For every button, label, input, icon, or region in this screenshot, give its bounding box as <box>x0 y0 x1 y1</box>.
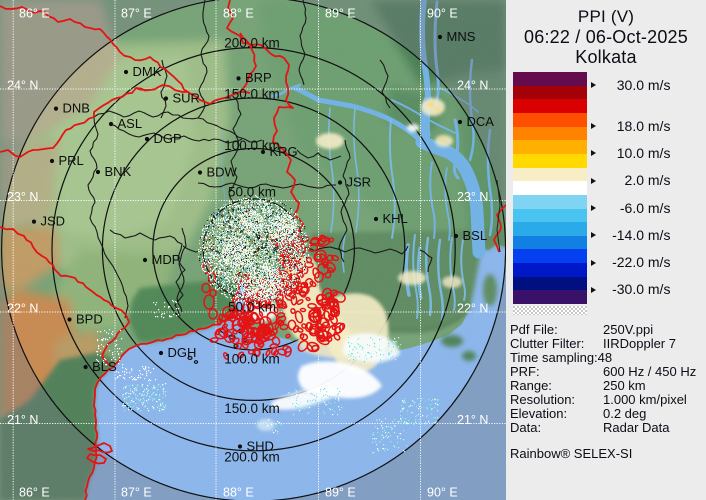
svg-text:DMK: DMK <box>133 64 162 79</box>
svg-text:24° N: 24° N <box>7 79 38 93</box>
svg-text:150.0 km: 150.0 km <box>224 401 280 416</box>
svg-text:87° E: 87° E <box>121 7 152 21</box>
svg-text:90° E: 90° E <box>427 486 458 500</box>
svg-text:88° E: 88° E <box>223 7 254 21</box>
svg-text:KHL: KHL <box>383 211 408 226</box>
svg-text:BNK: BNK <box>105 164 132 179</box>
svg-text:BDW: BDW <box>207 164 238 179</box>
svg-text:50.0 km: 50.0 km <box>228 185 276 200</box>
svg-text:86° E: 86° E <box>19 7 50 21</box>
svg-text:22° N: 22° N <box>7 302 38 316</box>
svg-text:87° E: 87° E <box>121 486 152 500</box>
svg-text:88° E: 88° E <box>223 486 254 500</box>
svg-text:ASL: ASL <box>118 116 143 131</box>
svg-text:BPD: BPD <box>76 311 103 326</box>
svg-text:21° N: 21° N <box>457 413 488 427</box>
svg-text:90° E: 90° E <box>427 7 458 21</box>
svg-text:23° N: 23° N <box>457 190 488 204</box>
svg-text:KRG: KRG <box>270 144 298 159</box>
svg-text:50.0 km: 50.0 km <box>228 300 276 315</box>
svg-text:23° N: 23° N <box>7 190 38 204</box>
svg-text:MNS: MNS <box>447 29 476 44</box>
svg-text:DGP: DGP <box>154 131 182 146</box>
svg-text:100.0 km: 100.0 km <box>224 352 280 367</box>
svg-text:86° E: 86° E <box>19 486 50 500</box>
svg-text:BRP: BRP <box>245 70 272 85</box>
svg-text:200.0 km: 200.0 km <box>224 36 280 51</box>
svg-text:89° E: 89° E <box>325 486 356 500</box>
svg-text:DCA: DCA <box>467 114 495 129</box>
svg-text:22° N: 22° N <box>457 302 488 316</box>
svg-text:BLS: BLS <box>92 359 117 374</box>
svg-text:150.0 km: 150.0 km <box>224 87 280 102</box>
svg-text:MDP: MDP <box>152 252 181 267</box>
svg-text:21° N: 21° N <box>7 413 38 427</box>
svg-text:SHD: SHD <box>247 438 274 453</box>
svg-text:JSR: JSR <box>347 174 372 189</box>
svg-text:DNB: DNB <box>63 100 90 115</box>
svg-text:DGH: DGH <box>168 345 197 360</box>
svg-text:100.0 km: 100.0 km <box>224 138 280 153</box>
svg-text:24° N: 24° N <box>457 79 488 93</box>
svg-text:JSD: JSD <box>41 213 66 228</box>
svg-text:PRL: PRL <box>59 153 84 168</box>
svg-text:200.0 km: 200.0 km <box>224 450 280 465</box>
svg-text:SUR: SUR <box>173 90 200 105</box>
svg-text:BSL: BSL <box>463 228 488 243</box>
svg-text:89° E: 89° E <box>325 7 356 21</box>
